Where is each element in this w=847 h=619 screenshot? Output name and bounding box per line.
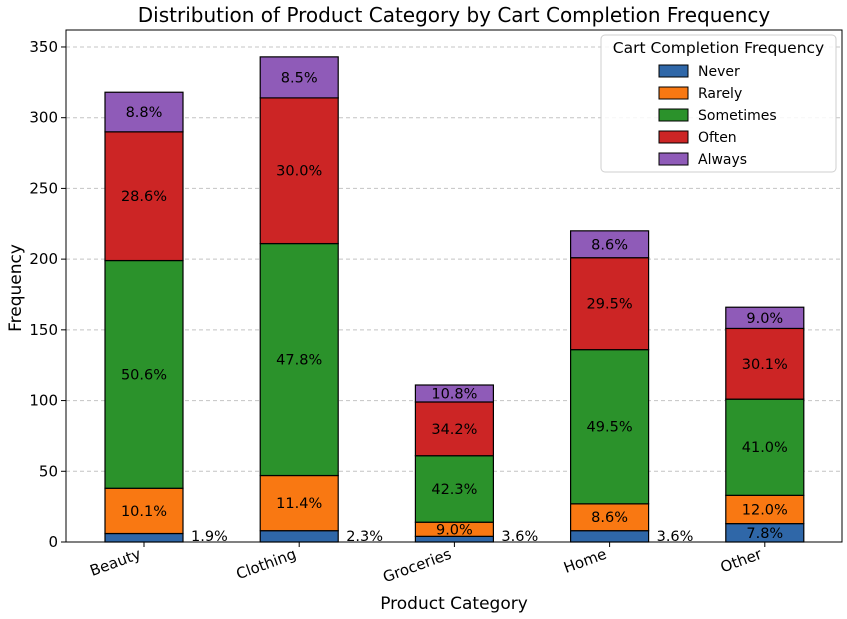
x-axis-label: Product Category: [380, 594, 528, 614]
bar-segment-sometimes-other: [725, 398, 805, 496]
legend-swatch-never: [658, 64, 689, 78]
y-tick-label: 200: [29, 250, 58, 268]
x-tick-label: Beauty: [87, 545, 143, 580]
bar-segment-sometimes-beauty: [104, 259, 184, 489]
legend-label-rarely: Rarely: [698, 86, 742, 102]
y-tick-label: 250: [29, 179, 58, 197]
segment-label: 11.4%: [276, 496, 322, 512]
segment-label: 8.5%: [281, 70, 318, 86]
bar-segment-often-clothing: [259, 97, 339, 245]
segment-label: 8.8%: [126, 105, 163, 121]
bar-segment-sometimes-home: [569, 349, 650, 505]
x-tick-label: Home: [561, 545, 609, 577]
bar-segment-always-clothing: [259, 56, 339, 99]
segment-label: 30.1%: [742, 357, 788, 373]
bars: [104, 56, 805, 543]
bar-segment-always-home: [569, 230, 650, 259]
segment-label: 28.6%: [121, 189, 167, 205]
y-axis: 0 50 100 150 200 250 300 350: [29, 38, 66, 551]
segment-label: 9.0%: [436, 522, 473, 538]
bar-segment-often-other: [725, 327, 805, 400]
segment-labels: 1.9% 10.1% 50.6% 28.6% 8.8% 2.3% 11.4% 47.8% 30.…: [121, 70, 788, 545]
segment-label: 50.6%: [121, 367, 167, 383]
segment-label: 30.0%: [276, 164, 322, 180]
bar-segment-sometimes-clothing: [259, 242, 339, 477]
x-axis: Beauty Clothing Groceries Home Other: [87, 542, 766, 586]
legend-label-sometimes: Sometimes: [698, 108, 777, 124]
x-tick-label: Clothing: [234, 545, 299, 583]
legend-label-always: Always: [698, 152, 747, 168]
bar-segment-often-beauty: [104, 131, 184, 262]
y-tick-label: 150: [29, 321, 58, 339]
bar-segment-rarely-clothing: [259, 474, 339, 532]
legend-swatch-rarely: [658, 86, 689, 100]
legend-swatch-often: [658, 130, 689, 144]
bar-segment-always-beauty: [104, 91, 184, 133]
legend-swatch-always: [658, 152, 689, 166]
segment-label: 2.3%: [346, 529, 383, 545]
y-tick-label: 100: [29, 392, 58, 410]
bar-segment-rarely-other: [725, 494, 805, 525]
legend-label-never: Never: [698, 64, 740, 80]
bar-segment-always-other: [725, 306, 805, 330]
legend-label-often: Often: [698, 130, 737, 146]
segment-label: 10.1%: [121, 504, 167, 520]
segment-label: 1.9%: [191, 529, 228, 545]
segment-label: 47.8%: [276, 353, 322, 369]
segment-label: 3.6%: [657, 529, 694, 545]
y-axis-label: Frequency: [6, 244, 26, 332]
segment-label: 34.2%: [431, 422, 477, 438]
legend-swatch-sometimes: [658, 108, 689, 122]
segment-label: 49.5%: [587, 420, 633, 436]
legend-title: Cart Completion Frequency: [613, 39, 824, 57]
bar-segment-never-clothing: [259, 530, 339, 543]
segment-label: 10.8%: [431, 386, 477, 402]
x-tick-label: Other: [718, 545, 765, 577]
segment-label: 8.6%: [591, 237, 628, 253]
segment-label: 3.6%: [501, 529, 538, 545]
bar-segment-always-groceries: [414, 384, 494, 403]
y-tick-label: 350: [29, 38, 58, 56]
segment-label: 41.0%: [742, 440, 788, 456]
bar-segment-often-home: [569, 257, 650, 351]
bar-segment-never-home: [569, 530, 650, 543]
legend: Cart Completion Frequency Never Rarely Some…: [600, 34, 837, 173]
segment-label: 7.8%: [746, 526, 783, 542]
bar-segment-rarely-home: [569, 503, 650, 532]
bar-segment-often-groceries: [414, 401, 494, 457]
segment-label: 42.3%: [431, 482, 477, 498]
y-tick-label: 50: [39, 462, 58, 480]
segment-label: 9.0%: [746, 311, 783, 327]
segment-label: 8.6%: [591, 510, 628, 526]
chart-title: Distribution of Product Category by Cart…: [138, 3, 771, 27]
y-tick-label: 0: [48, 533, 58, 551]
y-tick-label: 300: [29, 109, 58, 127]
bar-segment-never-beauty: [104, 532, 184, 543]
bar-segment-sometimes-groceries: [414, 455, 494, 523]
x-tick-label: Groceries: [380, 545, 454, 586]
segment-label: 12.0%: [742, 502, 788, 518]
segment-label: 29.5%: [587, 297, 633, 313]
